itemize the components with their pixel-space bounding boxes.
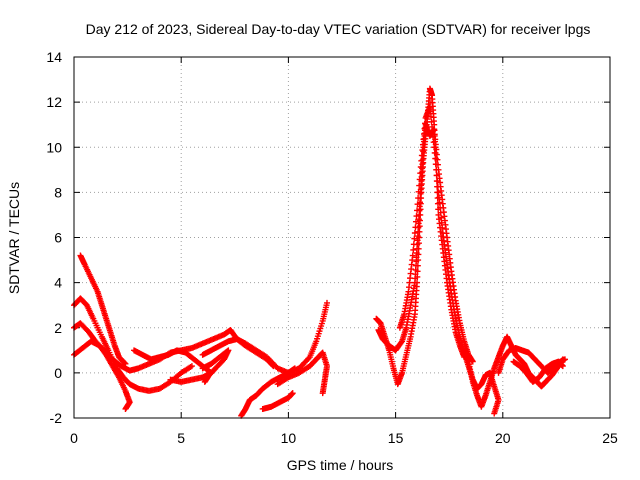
data-point xyxy=(429,129,436,136)
data-point xyxy=(323,299,330,306)
data-point xyxy=(439,224,446,231)
data-point xyxy=(436,194,443,201)
data-point xyxy=(437,209,444,216)
data-point xyxy=(491,410,498,417)
data-point xyxy=(434,183,441,190)
data-point xyxy=(417,163,424,170)
y-tick-label: 14 xyxy=(46,49,62,65)
data-point xyxy=(415,195,422,202)
series-pass-13 xyxy=(396,103,502,417)
data-point xyxy=(421,130,428,137)
data-point xyxy=(418,157,425,164)
y-tick-label: 8 xyxy=(54,184,62,200)
data-point xyxy=(429,123,436,130)
y-tick-label: -2 xyxy=(50,410,63,426)
y-tick-label: 0 xyxy=(54,365,62,381)
series-pass-4 xyxy=(77,252,129,367)
series-pass-7 xyxy=(199,347,232,385)
data-point xyxy=(430,139,437,146)
grid xyxy=(73,56,611,419)
data-point xyxy=(436,199,443,206)
data-point xyxy=(416,176,423,183)
series-pass-8 xyxy=(238,365,298,419)
data-point xyxy=(561,356,568,363)
data-point xyxy=(419,147,426,154)
data-point xyxy=(438,219,445,226)
data-point xyxy=(412,224,419,231)
data-point xyxy=(431,144,438,151)
data-point xyxy=(188,363,195,370)
data-point xyxy=(413,213,420,220)
x-tick-label: 5 xyxy=(177,430,185,446)
plot-frame xyxy=(73,56,611,419)
data-point xyxy=(430,134,437,141)
data-point xyxy=(432,155,439,162)
data-point xyxy=(433,166,440,173)
tick-labels: 0 5 10 15 20 25 -2 0 2 4 6 8 10 12 14 xyxy=(46,49,618,446)
data-point xyxy=(409,252,416,259)
data-point xyxy=(419,141,426,148)
data-point xyxy=(122,405,129,412)
data-point xyxy=(414,207,421,214)
series-pass-9 xyxy=(259,390,296,412)
series-pass-16 xyxy=(510,358,566,385)
data-points xyxy=(71,85,568,419)
data-point xyxy=(433,172,440,179)
data-point xyxy=(431,149,438,156)
data-point xyxy=(415,188,422,195)
data-point xyxy=(420,136,427,143)
data-point xyxy=(438,214,445,221)
x-tick-label: 0 xyxy=(70,430,78,446)
data-point xyxy=(201,378,208,385)
data-point xyxy=(411,229,418,236)
data-point xyxy=(428,118,435,125)
x-tick-label: 15 xyxy=(388,430,404,446)
series-pass-3 xyxy=(71,338,133,412)
data-point xyxy=(121,360,128,367)
data-point xyxy=(427,108,434,115)
y-axis-label: SDTVAR / TECUs xyxy=(6,182,22,294)
data-point xyxy=(437,204,444,211)
data-point xyxy=(412,218,419,225)
data-point xyxy=(289,390,296,397)
data-point xyxy=(417,170,424,177)
data-point xyxy=(122,360,129,367)
data-point xyxy=(434,178,441,185)
y-tick-label: 4 xyxy=(54,275,62,291)
data-point xyxy=(559,363,566,370)
data-point xyxy=(422,120,429,127)
data-point xyxy=(427,113,434,120)
x-tick-label: 25 xyxy=(602,430,618,446)
chart-title: Day 212 of 2023, Sidereal Day-to-day VTE… xyxy=(86,21,591,37)
y-tick-label: 12 xyxy=(46,94,62,110)
data-point xyxy=(410,241,417,248)
x-tick-label: 10 xyxy=(281,430,297,446)
data-point xyxy=(416,182,423,189)
data-point xyxy=(319,390,326,397)
y-tick-label: 2 xyxy=(54,320,62,336)
data-point xyxy=(167,376,174,383)
data-point xyxy=(410,246,417,253)
y-tick-label: 10 xyxy=(46,139,62,155)
data-point xyxy=(426,103,433,110)
data-point xyxy=(432,161,439,168)
data-point xyxy=(291,365,298,372)
data-point xyxy=(435,189,442,196)
x-axis-label: GPS time / hours xyxy=(287,457,394,473)
data-point xyxy=(411,235,418,242)
series-pass-10 xyxy=(274,349,330,397)
data-point xyxy=(414,201,421,208)
data-point xyxy=(421,125,428,132)
data-point xyxy=(418,152,425,159)
x-tick-label: 20 xyxy=(495,430,511,446)
y-tick-label: 6 xyxy=(54,230,62,246)
